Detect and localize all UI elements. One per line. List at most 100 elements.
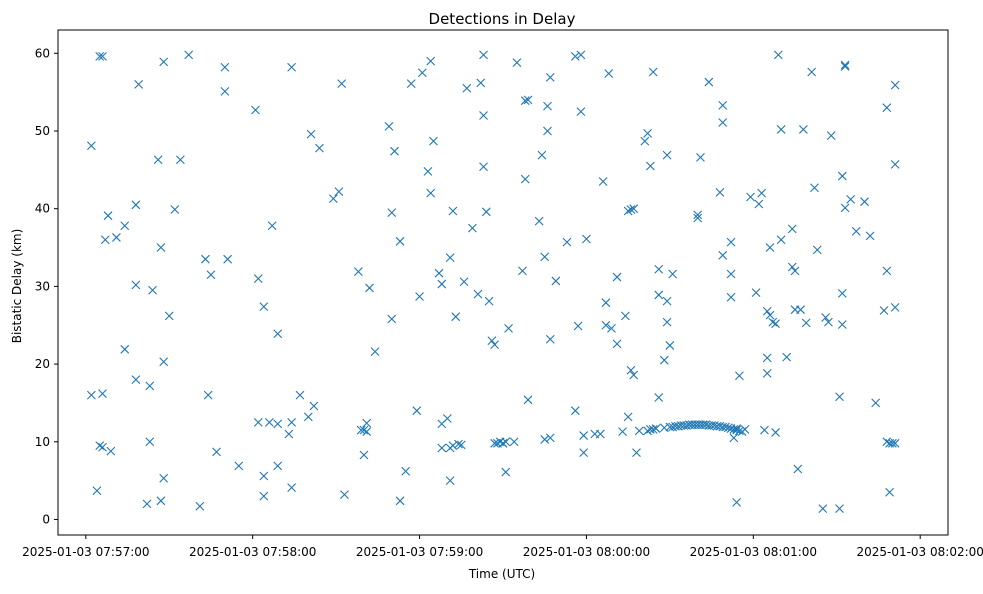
data-point <box>840 62 850 71</box>
data-point <box>796 305 805 315</box>
data-point <box>175 155 185 165</box>
data-point <box>303 412 313 422</box>
data-point <box>793 464 803 474</box>
data-point <box>309 401 319 411</box>
data-point <box>315 143 324 153</box>
data-point <box>545 433 555 443</box>
data-point <box>551 276 561 286</box>
data-point <box>643 426 653 436</box>
data-point <box>518 266 527 276</box>
data-point <box>340 490 349 499</box>
data-point <box>662 317 672 327</box>
y-tick-label: 20 <box>35 357 50 371</box>
data-point <box>451 312 461 322</box>
data-point <box>629 370 639 380</box>
data-point <box>412 406 422 416</box>
data-point <box>620 311 630 321</box>
data-point <box>570 406 580 416</box>
data-point <box>810 183 819 193</box>
data-point <box>287 62 297 72</box>
data-point <box>604 69 614 78</box>
data-point <box>501 467 511 477</box>
data-point <box>417 68 427 78</box>
data-point <box>887 438 897 448</box>
data-point <box>693 210 703 220</box>
data-point <box>885 487 894 497</box>
data-point <box>468 223 477 233</box>
data-point <box>623 412 633 422</box>
x-tick-label: 2025-01-03 08:00:00 <box>523 545 650 559</box>
data-point <box>545 73 555 82</box>
data-point <box>484 296 494 306</box>
data-point <box>570 52 580 61</box>
data-point <box>654 290 664 300</box>
data-point <box>509 437 519 447</box>
data-point <box>723 423 733 433</box>
data-point <box>426 188 436 198</box>
data-point <box>512 58 522 68</box>
data-point <box>757 188 767 198</box>
data-point <box>598 177 608 186</box>
data-point <box>390 146 399 156</box>
data-point <box>287 483 297 492</box>
data-point <box>334 187 344 196</box>
data-point <box>234 461 244 471</box>
data-point <box>787 224 797 234</box>
data-point <box>773 50 783 60</box>
data-point <box>646 161 655 171</box>
axes: 2025-01-03 07:57:00 2025-01-03 07:58:00 20… <box>22 29 983 559</box>
data-point <box>223 254 233 264</box>
data-point <box>220 86 230 96</box>
data-point <box>445 253 455 263</box>
data-point <box>520 96 530 106</box>
data-point <box>543 101 552 111</box>
data-point <box>545 334 555 344</box>
data-point <box>579 431 589 440</box>
data-point <box>456 440 466 450</box>
data-point <box>595 429 605 439</box>
data-point <box>445 476 455 486</box>
data-point <box>365 283 374 293</box>
data-point <box>251 105 260 115</box>
data-point <box>259 471 269 481</box>
data-point <box>120 221 130 231</box>
data-point <box>601 320 611 330</box>
data-point <box>662 296 672 306</box>
data-point <box>504 323 513 333</box>
data-point <box>865 231 875 241</box>
data-point <box>86 141 96 151</box>
data-point <box>718 100 728 110</box>
data-point <box>98 389 107 398</box>
data-point <box>751 288 761 297</box>
data-point <box>662 150 672 160</box>
data-point <box>632 448 641 458</box>
data-point <box>721 422 730 432</box>
data-point <box>890 80 900 90</box>
data-point <box>387 314 397 324</box>
chart-title: Detections in Delay <box>429 10 576 28</box>
y-tick-label: 30 <box>35 279 50 293</box>
data-point <box>328 194 338 203</box>
data-point <box>95 52 105 61</box>
data-markers <box>86 50 900 513</box>
data-point <box>359 425 369 435</box>
data-point <box>159 57 169 67</box>
data-point <box>754 199 764 209</box>
data-point <box>732 425 742 435</box>
data-point <box>762 306 772 316</box>
data-point <box>860 197 869 207</box>
data-point <box>131 280 141 290</box>
data-point <box>442 414 452 423</box>
data-point <box>840 203 850 213</box>
data-point <box>86 390 96 400</box>
data-point <box>582 234 591 244</box>
x-tick-label: 2025-01-03 07:57:00 <box>22 545 149 559</box>
data-point <box>523 395 533 405</box>
data-point <box>284 429 294 439</box>
data-point <box>871 398 881 408</box>
data-point <box>206 270 216 280</box>
data-point <box>890 438 900 448</box>
data-point <box>295 390 305 400</box>
data-point <box>100 235 110 245</box>
data-point <box>501 437 511 447</box>
